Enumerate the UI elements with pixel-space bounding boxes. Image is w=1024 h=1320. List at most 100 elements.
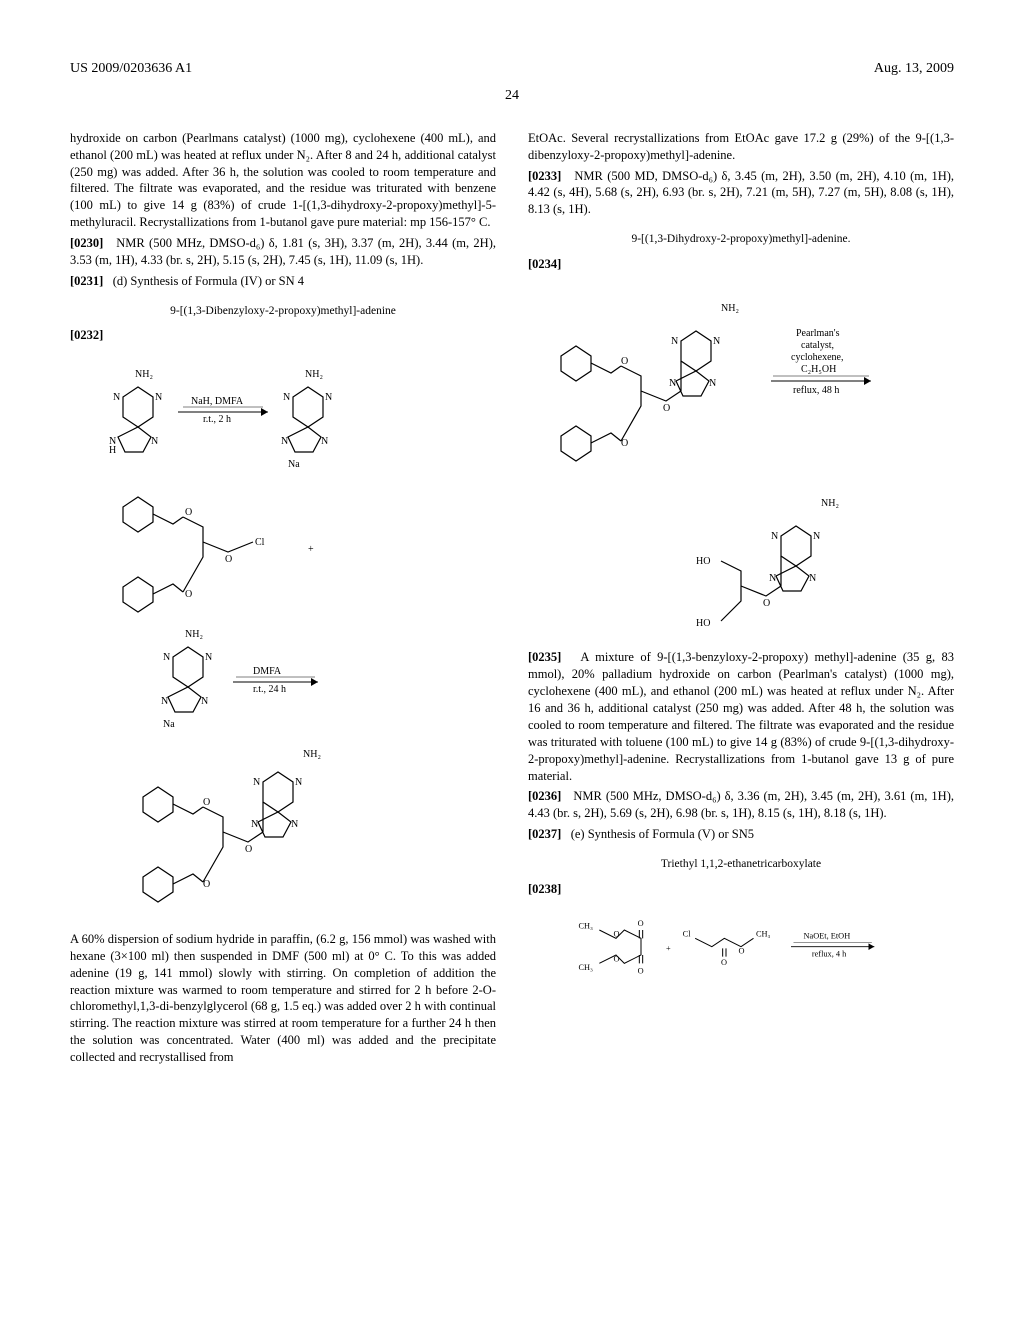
- label-n: N: [253, 777, 260, 788]
- reaction-scheme-3: CH₃ CH₃ O O O O + Cl O O CH₃: [528, 905, 954, 1010]
- label-o: O: [614, 955, 620, 964]
- label-o: O: [739, 947, 745, 956]
- para-0235: [0235] A mixture of 9-[(1,3-benzyloxy-2-…: [528, 649, 954, 784]
- cond-pearlman1: Pearlman's: [796, 328, 840, 339]
- plus-sign: +: [666, 944, 671, 953]
- final-para-left: A 60% dispersion of sodium hydride in pa…: [70, 931, 496, 1066]
- label-cl: Cl: [683, 930, 692, 939]
- label-n: N: [281, 436, 288, 447]
- continuation-para-right: EtOAc. Several recrystallizations from E…: [528, 130, 954, 164]
- label-n: N: [325, 392, 332, 403]
- label-h: H: [109, 445, 116, 456]
- para-num-0237: [0237]: [528, 827, 561, 841]
- para-0233-text: NMR (500 MD, DMSO-d₆) δ, 3.45 (m, 2H), 3…: [528, 169, 954, 217]
- label-n: N: [669, 378, 676, 389]
- label-n: N: [671, 336, 678, 347]
- para-0231-text: (d) Synthesis of Formula (IV) or SN 4: [113, 274, 304, 288]
- label-ch3: CH₃: [579, 922, 594, 931]
- label-nh2: NH₂: [721, 303, 739, 314]
- label-n: N: [321, 436, 328, 447]
- label-o: O: [763, 598, 770, 609]
- para-0234: [0234]: [528, 256, 954, 273]
- label-ho: HO: [696, 556, 710, 567]
- label-ch3: CH₃: [579, 963, 594, 972]
- para-0232: [0232]: [70, 327, 496, 344]
- compound-title-2: 9-[(1,3-Dihydroxy-2-propoxy)methyl]-aden…: [528, 232, 954, 248]
- label-na: Na: [163, 719, 175, 730]
- label-n: N: [205, 652, 212, 663]
- label-nh2: NH₂: [185, 629, 203, 640]
- cond-dmfa: DMFA: [253, 666, 282, 677]
- label-o: O: [185, 589, 192, 600]
- reaction-scheme-2: O O O NH₂ N N N N Pearlman's catalyst, c…: [528, 281, 954, 636]
- label-n: N: [155, 392, 162, 403]
- compound-title-1: 9-[(1,3-Dibenzyloxy-2-propoxy)methyl]-ad…: [70, 304, 496, 320]
- label-n: N: [113, 392, 120, 403]
- cond-pearlman2: catalyst,: [801, 340, 834, 351]
- para-0231: [0231] (d) Synthesis of Formula (IV) or …: [70, 273, 496, 290]
- label-nh2: NH₂: [821, 498, 839, 509]
- para-0237: [0237] (e) Synthesis of Formula (V) or S…: [528, 826, 954, 843]
- cond-rt24h: r.t., 24 h: [253, 684, 286, 695]
- label-o: O: [721, 958, 727, 967]
- label-na: Na: [288, 459, 300, 470]
- para-0236: [0236] NMR (500 MHz, DMSO-d₆) δ, 3.36 (m…: [528, 788, 954, 822]
- label-n: N: [769, 573, 776, 584]
- label-o: O: [621, 438, 628, 449]
- right-column: EtOAc. Several recrystallizations from E…: [528, 130, 954, 1070]
- para-0230-text: NMR (500 MHz, DMSO-d₆) δ, 1.81 (s, 3H), …: [70, 236, 496, 267]
- label-n: N: [813, 531, 820, 542]
- para-0233: [0233] NMR (500 MD, DMSO-d₆) δ, 3.45 (m,…: [528, 168, 954, 219]
- label-o: O: [203, 797, 210, 808]
- label-n: N: [151, 436, 158, 447]
- label-n: N: [283, 392, 290, 403]
- para-num-0233: [0233]: [528, 169, 561, 183]
- compound-title-3: Triethyl 1,1,2-ethanetricarboxylate: [528, 857, 954, 873]
- cond-reflux48: reflux, 48 h: [793, 385, 839, 396]
- label-nh2: NH₂: [135, 369, 153, 380]
- label-n: N: [251, 819, 258, 830]
- label-o: O: [225, 554, 232, 565]
- label-n: N: [201, 696, 208, 707]
- cond-nah: NaH, DMFA: [191, 396, 244, 407]
- para-num-0230: [0230]: [70, 236, 103, 250]
- cond-rt2h: r.t., 2 h: [203, 414, 231, 425]
- para-0230: [0230] NMR (500 MHz, DMSO-d₆) δ, 1.81 (s…: [70, 235, 496, 269]
- label-n: N: [771, 531, 778, 542]
- label-nh2: NH₂: [305, 369, 323, 380]
- para-0236-text: NMR (500 MHz, DMSO-d₆) δ, 3.36 (m, 2H), …: [528, 789, 954, 820]
- label-o: O: [185, 507, 192, 518]
- publication-date: Aug. 13, 2009: [874, 60, 954, 79]
- page-number: 24: [70, 87, 954, 106]
- label-o: O: [245, 844, 252, 855]
- label-o: O: [663, 403, 670, 414]
- label-n: N: [163, 652, 170, 663]
- cond-etoh: C₂H₅OH: [801, 364, 836, 375]
- label-n: N: [809, 573, 816, 584]
- cond-reflux4h: reflux, 4 h: [812, 950, 847, 959]
- label-cl: Cl: [255, 537, 265, 548]
- label-n: N: [295, 777, 302, 788]
- label-o: O: [638, 967, 644, 976]
- label-o: O: [203, 879, 210, 890]
- label-o: O: [621, 356, 628, 367]
- label-n: N: [709, 378, 716, 389]
- label-n: N: [161, 696, 168, 707]
- publication-number: US 2009/0203636 A1: [70, 60, 192, 79]
- left-column: hydroxide on carbon (Pearlmans catalyst)…: [70, 130, 496, 1070]
- label-nh2: NH₂: [303, 749, 321, 760]
- plus-sign: +: [308, 544, 314, 555]
- para-0238: [0238]: [528, 881, 954, 898]
- para-num-0236: [0236]: [528, 789, 561, 803]
- label-ch3: CH₃: [756, 930, 771, 939]
- label-o: O: [638, 919, 644, 928]
- para-0235-text: A mixture of 9-[(1,3-benzyloxy-2-propoxy…: [528, 650, 954, 782]
- label-o: O: [614, 930, 620, 939]
- cond-cyclohexene: cyclohexene,: [791, 352, 843, 363]
- label-ho: HO: [696, 618, 710, 629]
- para-num-0231: [0231]: [70, 274, 103, 288]
- label-n: N: [713, 336, 720, 347]
- label-n: N: [291, 819, 298, 830]
- para-num-0238: [0238]: [528, 882, 561, 896]
- cond-naoet: NaOEt, EtOH: [804, 932, 851, 941]
